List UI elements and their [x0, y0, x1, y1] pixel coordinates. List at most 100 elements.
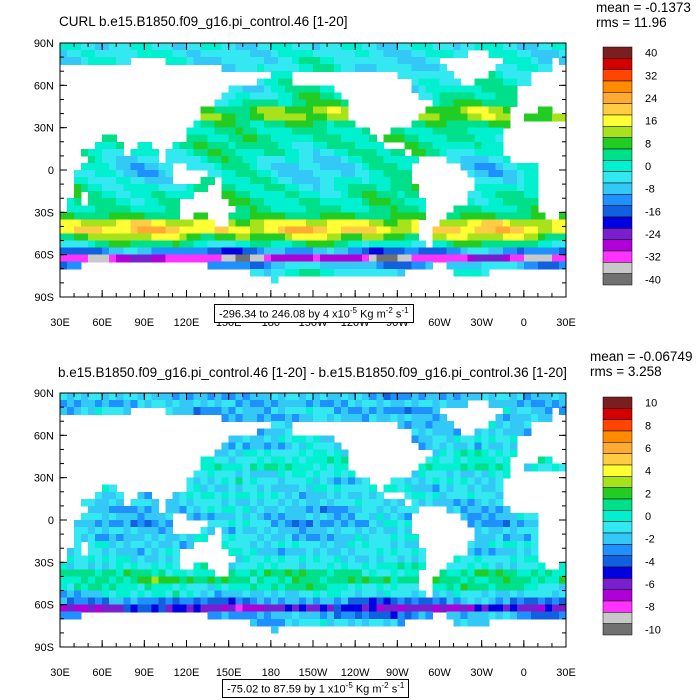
- field-cell: [221, 170, 230, 178]
- field-cell: [390, 134, 398, 143]
- field-cell: [284, 78, 293, 86]
- field-cell: [306, 226, 314, 235]
- field-cell: [411, 127, 419, 136]
- field-cell: [425, 64, 433, 72]
- field-cell: [116, 43, 124, 51]
- field-cell: [306, 254, 314, 263]
- field-cell: [544, 590, 553, 599]
- field-cell: [327, 205, 335, 213]
- colorbar-swatch: [602, 205, 633, 218]
- field-cell: [404, 127, 412, 136]
- field-cell: [60, 407, 68, 415]
- field-cell: [88, 534, 96, 542]
- field-cell: [81, 205, 89, 213]
- field-cell: [277, 611, 286, 620]
- field-cell: [446, 435, 455, 443]
- field-cell: [397, 498, 405, 507]
- field-cell: [474, 261, 483, 270]
- field-cell: [334, 583, 342, 592]
- field-cell: [390, 611, 398, 620]
- field-cell: [249, 106, 258, 115]
- field-cell: [411, 569, 419, 578]
- field-cell: [390, 583, 398, 592]
- field-cell: [284, 99, 293, 108]
- field-cell: [95, 170, 103, 178]
- field-cell: [158, 597, 166, 606]
- field-cell: [446, 247, 455, 256]
- field-cell: [488, 50, 497, 58]
- field-cell: [341, 268, 349, 277]
- field-cell: [362, 618, 370, 627]
- field-cell: [242, 512, 251, 521]
- colorbar-swatch: [602, 419, 633, 432]
- field-cell: [397, 414, 405, 422]
- field-cell: [425, 442, 433, 451]
- field-cell: [530, 597, 539, 606]
- field-cell: [467, 233, 476, 242]
- field-cell: [298, 548, 307, 556]
- field-cell: [453, 50, 462, 58]
- field-cell: [495, 64, 504, 72]
- field-cell: [327, 400, 335, 408]
- field-cell: [221, 240, 230, 249]
- field-cell: [221, 484, 230, 493]
- field-cell: [263, 191, 272, 199]
- field-cell: [439, 414, 448, 422]
- field-cell: [334, 177, 342, 185]
- field-cell: [481, 428, 490, 436]
- colorbar-swatch: [602, 228, 633, 240]
- field-cell: [270, 611, 279, 620]
- field-cell: [74, 177, 82, 185]
- field-cell: [284, 520, 293, 528]
- field-cell: [256, 50, 265, 58]
- field-cell: [460, 240, 469, 249]
- field-cell: [95, 569, 103, 578]
- field-cell: [320, 541, 328, 549]
- field-cell: [151, 226, 159, 235]
- field-cell: [306, 393, 314, 401]
- field-cell: [467, 611, 476, 620]
- field-cell: [298, 407, 307, 415]
- field-cell: [334, 512, 342, 521]
- field-cell: [306, 604, 314, 613]
- field-cell: [102, 555, 110, 563]
- field-cell: [537, 261, 546, 270]
- field-cell: [481, 604, 490, 613]
- field-cell: [355, 611, 363, 620]
- field-cell: [242, 576, 251, 585]
- field-cell: [334, 162, 342, 171]
- field-cell: [481, 505, 490, 514]
- field-cell: [158, 162, 166, 171]
- field-cell: [327, 590, 335, 599]
- field-cell: [165, 184, 173, 192]
- field-cell: [298, 162, 307, 171]
- field-cell: [439, 590, 448, 599]
- field-cell: [488, 99, 497, 108]
- field-cell: [334, 527, 342, 535]
- field-cell: [263, 407, 272, 415]
- field-cell: [270, 477, 279, 486]
- field-cell: [334, 57, 342, 65]
- field-cell: [348, 583, 356, 592]
- field-cell: [306, 463, 314, 472]
- field-cell: [137, 50, 145, 58]
- field-cell: [137, 141, 145, 150]
- field-cell: [151, 240, 159, 249]
- field-cell: [460, 148, 469, 157]
- field-cell: [193, 597, 202, 606]
- field-cell: [460, 92, 469, 101]
- field-cell: [446, 484, 455, 493]
- field-cell: [193, 184, 202, 192]
- field-cell: [313, 435, 321, 443]
- field-cell: [390, 198, 398, 206]
- field-cell: [81, 555, 89, 563]
- field-cell: [362, 590, 370, 599]
- colorbar-label: -4: [645, 556, 655, 568]
- field-cell: [376, 148, 384, 157]
- field-cell: [383, 407, 391, 415]
- field-cell: [418, 71, 426, 79]
- field-cell: [200, 393, 209, 401]
- field-cell: [383, 198, 391, 206]
- field-cell: [214, 583, 223, 592]
- field-cell: [425, 106, 433, 115]
